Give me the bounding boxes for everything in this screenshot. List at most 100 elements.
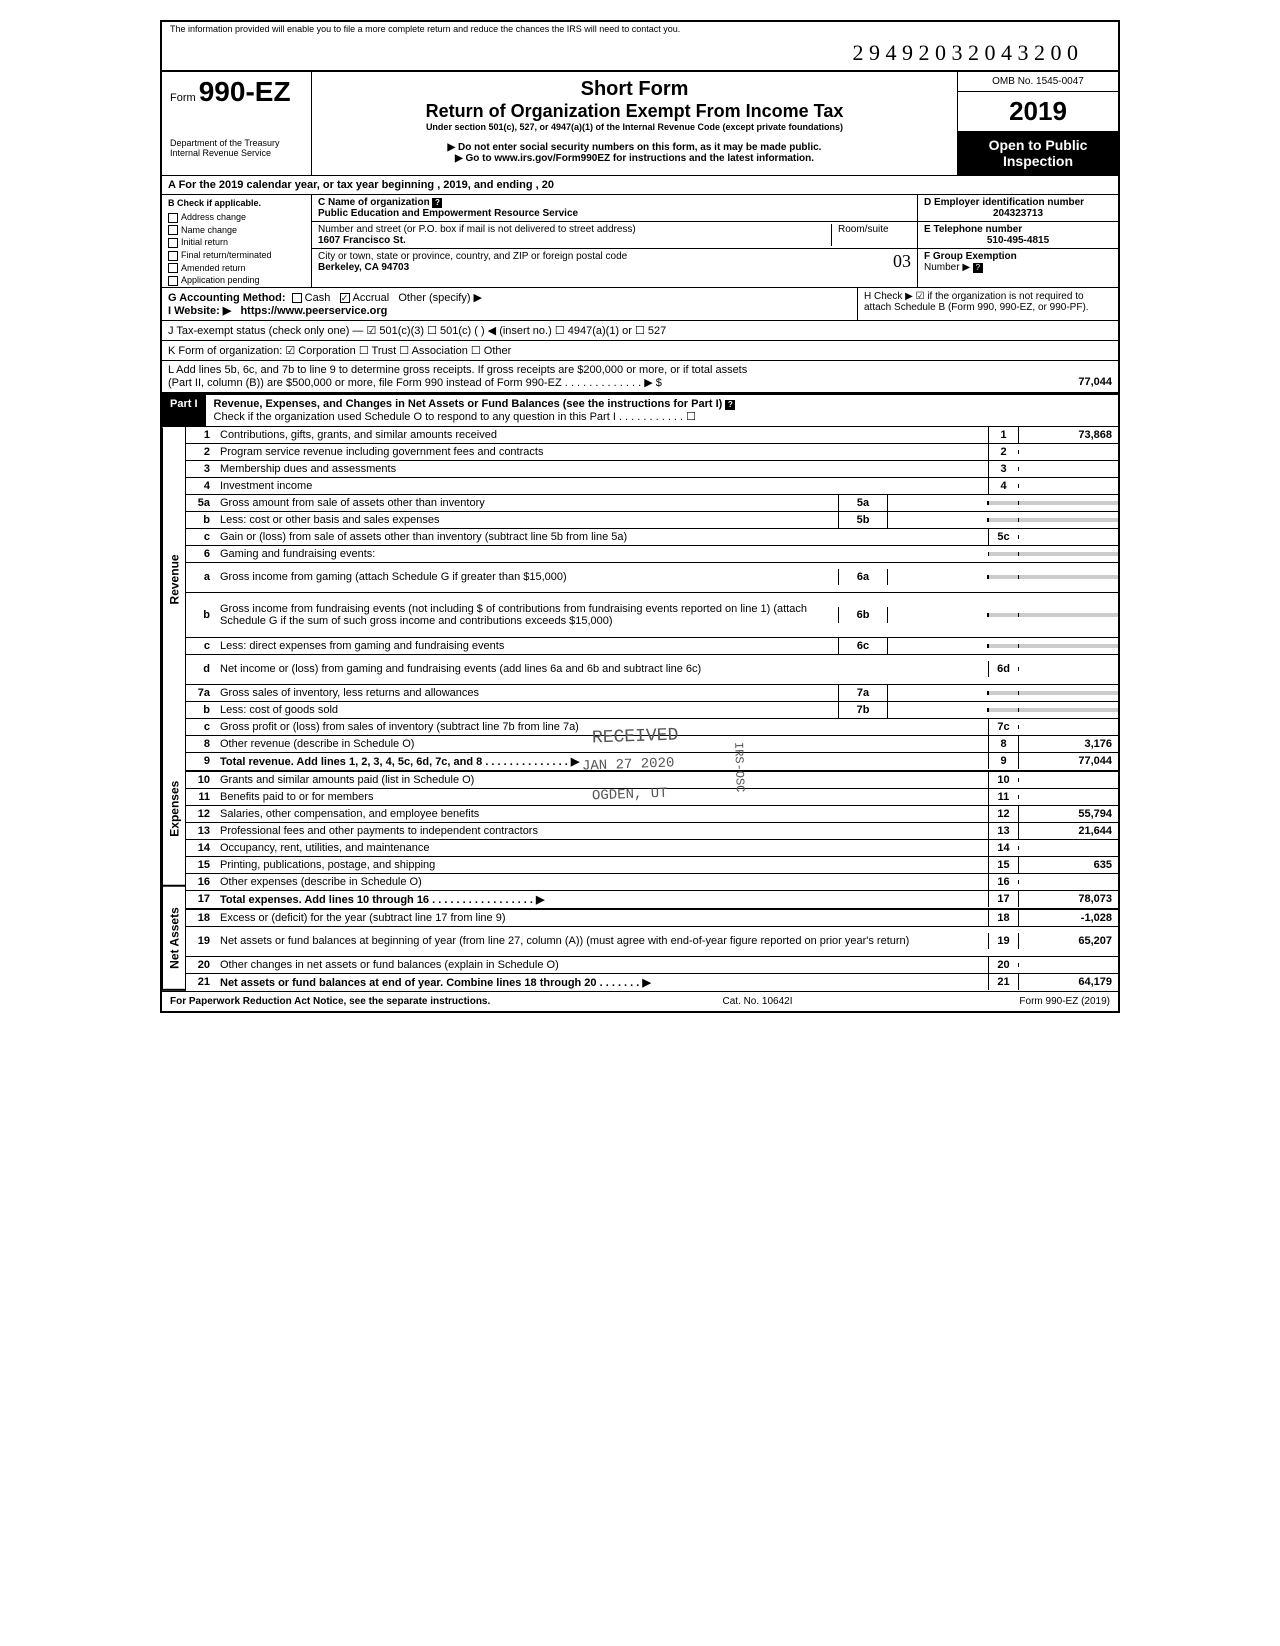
line-7c-box: 7c (988, 719, 1018, 735)
line-11-box: 11 (988, 789, 1018, 805)
form-page: The information provided will enable you… (160, 20, 1120, 1013)
line-1-desc: Contributions, gifts, grants, and simila… (216, 427, 988, 443)
line-8-num: 8 (186, 736, 216, 752)
line-17-box: 17 (988, 891, 1018, 907)
shaded (1018, 644, 1118, 648)
checkbox-initial-return[interactable] (168, 238, 178, 248)
line-7a-num: 7a (186, 685, 216, 701)
checkbox-amended[interactable] (168, 263, 178, 273)
line-20-val (1018, 963, 1118, 967)
line-3-box: 3 (988, 461, 1018, 477)
line-6b-sub: 6b (838, 607, 888, 623)
shaded (988, 552, 1018, 556)
line-7a-desc: Gross sales of inventory, less returns a… (216, 685, 838, 701)
city-value: Berkeley, CA 94703 (318, 262, 893, 273)
line-l-text1: L Add lines 5b, 6c, and 7b to line 9 to … (168, 364, 1112, 376)
line-17-desc: Total expenses. Add lines 10 through 16 … (216, 891, 988, 908)
line-21-box: 21 (988, 974, 1018, 990)
label-name-change: Name change (181, 225, 237, 235)
room-label: Room/suite (838, 224, 911, 235)
checkbox-pending[interactable] (168, 276, 178, 286)
label-initial-return: Initial return (181, 237, 228, 247)
line-17-num: 17 (186, 891, 216, 907)
line-8-box: 8 (988, 736, 1018, 752)
label-pending: Application pending (181, 275, 260, 285)
stamp-ogden: OGDEN, UT (592, 785, 668, 804)
line-14-num: 14 (186, 840, 216, 856)
section-b-title: B Check if applicable. (162, 195, 311, 211)
line-6-desc: Gaming and fundraising events: (216, 546, 988, 562)
label-address-change: Address change (181, 212, 246, 222)
revenue-side-label: Revenue (162, 427, 186, 732)
line-15-val: 635 (1018, 857, 1118, 873)
line-4-num: 4 (186, 478, 216, 494)
line-l-value: 77,044 (1012, 376, 1112, 389)
line-g-label: G Accounting Method: (168, 292, 286, 304)
part-1-title: Revenue, Expenses, and Changes in Net As… (214, 398, 723, 410)
ein-label: D Employer identification number (924, 197, 1112, 208)
form-label: Form (170, 92, 196, 104)
line-6b-desc: Gross income from fundraising events (no… (216, 601, 838, 629)
line-a: A For the 2019 calendar year, or tax yea… (162, 176, 1118, 195)
line-6b-num: b (186, 607, 216, 623)
line-6d-num: d (186, 661, 216, 677)
line-5a-num: 5a (186, 495, 216, 511)
line-16-num: 16 (186, 874, 216, 890)
line-5c-val (1018, 535, 1118, 539)
line-k-text: K Form of organization: ☑ Corporation ☐ … (162, 341, 1118, 360)
label-accrual: Accrual (353, 292, 390, 304)
line-21-num: 21 (186, 974, 216, 990)
line-6a-sub: 6a (838, 569, 888, 585)
dept-treasury: Department of the Treasury (170, 138, 303, 148)
line-20-desc: Other changes in net assets or fund bala… (216, 957, 988, 973)
checkbox-address-change[interactable] (168, 213, 178, 223)
shaded (1018, 501, 1118, 505)
line-k: K Form of organization: ☑ Corporation ☐ … (162, 341, 1118, 361)
website-value: https://www.peerservice.org (240, 305, 387, 317)
checkbox-cash[interactable] (292, 293, 302, 303)
checkbox-name-change[interactable] (168, 225, 178, 235)
checkbox-final-return[interactable] (168, 251, 178, 261)
line-5b-num: b (186, 512, 216, 528)
line-g-i-h: G Accounting Method: Cash ✓Accrual Other… (162, 288, 1118, 321)
line-18-val: -1,028 (1018, 910, 1118, 926)
line-7a-sub: 7a (838, 685, 888, 701)
line-21-val: 64,179 (1018, 974, 1118, 990)
street-value: 1607 Francisco St. (318, 235, 831, 246)
line-11-num: 11 (186, 789, 216, 805)
handwritten-03: 03 (893, 251, 911, 273)
line-16-desc: Other expenses (describe in Schedule O) (216, 874, 988, 890)
line-19-desc: Net assets or fund balances at beginning… (216, 933, 988, 949)
line-15-num: 15 (186, 857, 216, 873)
footer-right: Form 990-EZ (2019) (875, 996, 1110, 1007)
group-exemption-number: Number ▶ (924, 262, 970, 273)
line-11-val (1018, 795, 1118, 799)
return-subtitle: Under section 501(c), 527, or 4947(a)(1)… (318, 122, 951, 132)
line-15-desc: Printing, publications, postage, and shi… (216, 857, 988, 873)
help-icon[interactable]: ? (973, 263, 983, 273)
checkbox-accrual[interactable]: ✓ (340, 293, 350, 303)
help-icon[interactable]: ? (725, 400, 735, 410)
help-icon[interactable]: ? (432, 198, 442, 208)
shaded (988, 708, 1018, 712)
stamp-received: RECEIVED (592, 725, 679, 748)
line-10-val (1018, 778, 1118, 782)
phone-label: E Telephone number (924, 224, 1112, 235)
label-other: Other (specify) ▶ (398, 292, 482, 304)
line-13-val: 21,644 (1018, 823, 1118, 839)
open-public: Open to Public Inspection (958, 131, 1118, 175)
irs-label: Internal Revenue Service (170, 148, 303, 158)
line-6d-box: 6d (988, 661, 1018, 677)
city-label: City or town, state or province, country… (318, 251, 893, 262)
line-15-box: 15 (988, 857, 1018, 873)
line-6a-subval (888, 575, 988, 579)
line-h: H Check ▶ ☑ if the organization is not r… (858, 288, 1118, 320)
return-title: Return of Organization Exempt From Incom… (318, 101, 951, 122)
shaded (988, 575, 1018, 579)
line-4-box: 4 (988, 478, 1018, 494)
stamp-date: JAN 27 2020 (582, 755, 675, 774)
line-5a-sub: 5a (838, 495, 888, 511)
line-5c-desc: Gain or (loss) from sale of assets other… (216, 529, 988, 545)
shaded (988, 691, 1018, 695)
shaded (1018, 691, 1118, 695)
